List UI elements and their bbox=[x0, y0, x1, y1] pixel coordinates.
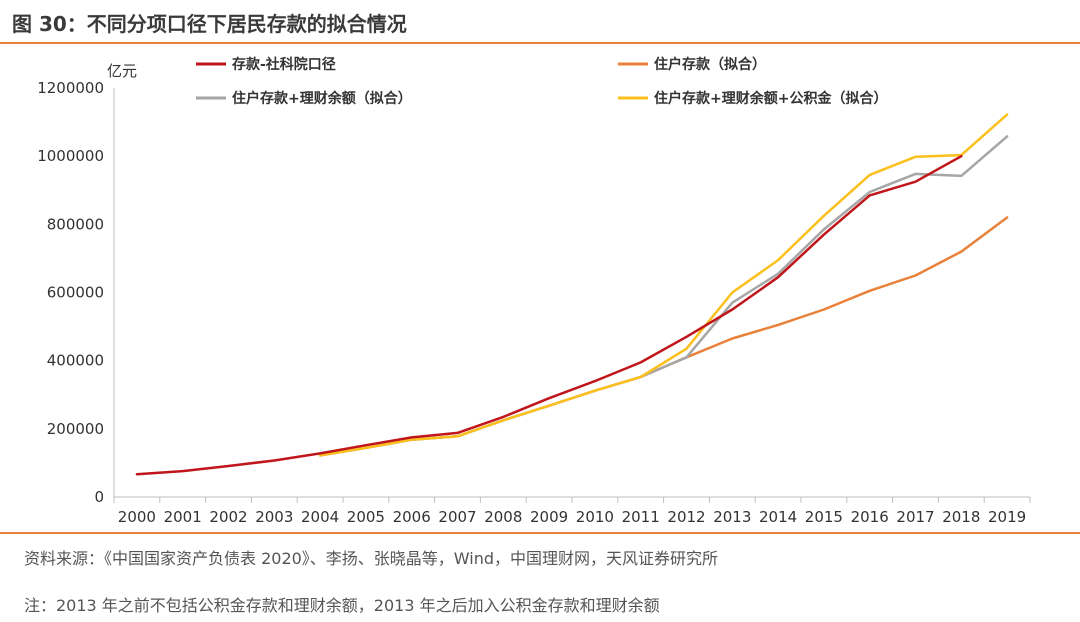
x-tick-label: 2010 bbox=[576, 508, 614, 526]
top-rule bbox=[0, 42, 1080, 44]
x-tick-label: 2019 bbox=[988, 508, 1026, 526]
y-tick-label: 600000 bbox=[47, 284, 104, 302]
x-tick-label: 2002 bbox=[209, 508, 247, 526]
series-line-0 bbox=[135, 154, 963, 476]
x-tick-label: 2013 bbox=[713, 508, 751, 526]
y-tick-label: 1200000 bbox=[37, 79, 104, 97]
x-tick-label: 2004 bbox=[301, 508, 339, 526]
y-tick-label: 400000 bbox=[47, 352, 104, 370]
x-tick-label: 2015 bbox=[805, 508, 843, 526]
x-tick-label: 2001 bbox=[164, 508, 202, 526]
bottom-rule bbox=[0, 532, 1080, 534]
x-tick-label: 2006 bbox=[393, 508, 431, 526]
series-lines bbox=[135, 113, 1009, 476]
x-tick-label: 2000 bbox=[118, 508, 156, 526]
legend-label: 住户存款+理财余额+公积金（拟合） bbox=[654, 90, 887, 107]
figure-title: 图 30：不同分项口径下居民存款的拟合情况 bbox=[12, 12, 407, 36]
x-tick-label: 2017 bbox=[896, 508, 934, 526]
y-tick-label: 0 bbox=[94, 488, 104, 506]
x-tick-label: 2009 bbox=[530, 508, 568, 526]
y-axis: 0 200000 400000 600000 800000 1000000 1200000 bbox=[37, 79, 115, 506]
x-tick-label: 2007 bbox=[438, 508, 476, 526]
series-line-1 bbox=[318, 216, 1009, 457]
y-tick-label: 800000 bbox=[47, 215, 104, 233]
source-note: 资料来源：《中国国家资产负债表 2020》、李扬、张晓晶等，Wind，中国理财网… bbox=[24, 549, 719, 568]
x-tick-label: 2003 bbox=[255, 508, 293, 526]
legend-label: 住户存款+理财余额（拟合） bbox=[232, 90, 412, 107]
legend-label: 住户存款（拟合） bbox=[654, 56, 766, 73]
y-tick-label: 1000000 bbox=[37, 147, 104, 165]
x-tick-label: 2011 bbox=[622, 508, 660, 526]
legend: 存款-社科院口径 住户存款（拟合） 住户存款+理财余额（拟合） 住户存款+理财余额+公… bbox=[196, 56, 887, 107]
legend-label: 存款-社科院口径 bbox=[232, 56, 336, 73]
x-tick-label: 2016 bbox=[851, 508, 889, 526]
footnote: 注：2013 年之前不包括公积金存款和理财余额，2013 年之后加入公积金存款和… bbox=[24, 596, 660, 615]
y-axis-unit: 亿元 bbox=[107, 62, 137, 80]
line-chart: 存款-社科院口径 住户存款（拟合） 住户存款+理财余额（拟合） 住户存款+理财余额+公… bbox=[37, 56, 1031, 526]
x-tick-label: 2008 bbox=[484, 508, 522, 526]
x-tick-label: 2014 bbox=[759, 508, 797, 526]
x-tick-label: 2012 bbox=[667, 508, 705, 526]
x-tick-label: 2005 bbox=[347, 508, 385, 526]
x-tick-label: 2018 bbox=[942, 508, 980, 526]
y-tick-label: 200000 bbox=[47, 420, 104, 438]
series-line-3 bbox=[318, 113, 1009, 457]
x-axis: 2000 2001 2002 2003 2004 2005 2006 2007 2008 2009… bbox=[113, 496, 1031, 526]
